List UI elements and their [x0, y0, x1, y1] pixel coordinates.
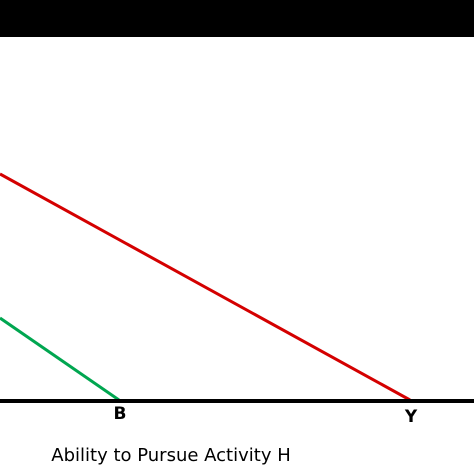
x-axis-label: Ability to Pursue Activity H: [51, 445, 290, 466]
green-line: [0, 316, 120, 402]
top-bar: [0, 0, 474, 37]
red-line: [0, 172, 411, 402]
point-label: Y: [404, 407, 418, 427]
point-label: B: [114, 404, 127, 424]
